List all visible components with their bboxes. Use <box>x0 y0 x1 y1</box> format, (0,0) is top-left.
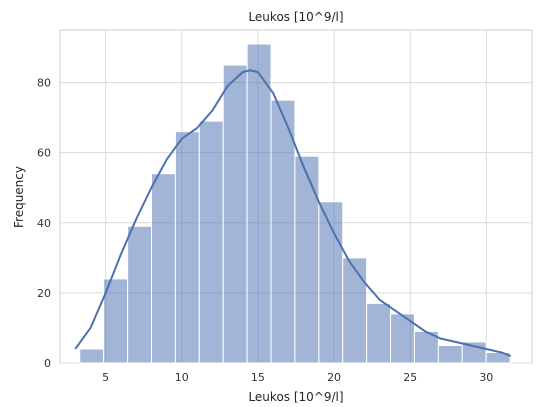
histogram-bar <box>198 120 224 364</box>
histogram-bar <box>270 99 296 364</box>
x-tick-label: 20 <box>327 371 341 384</box>
x-tick-label: 10 <box>175 371 189 384</box>
kde-line <box>74 69 512 357</box>
histogram-bar <box>437 344 463 364</box>
chart-title: Leukos [10^9/l] <box>248 10 343 24</box>
x-axis-label: Leukos [10^9/l] <box>248 390 343 404</box>
y-tick-label: 20 <box>37 287 51 300</box>
y-tick-label: 80 <box>37 77 51 90</box>
histogram-bar <box>79 348 105 364</box>
y-tick-label: 60 <box>37 147 51 160</box>
histogram-bar <box>294 155 320 364</box>
y-tick-label: 0 <box>44 357 51 370</box>
histogram-bar <box>174 131 200 364</box>
y-tick-label: 40 <box>37 217 51 230</box>
histogram-bar <box>151 173 176 364</box>
histogram-bar <box>127 225 153 364</box>
x-tick-label: 5 <box>102 371 109 384</box>
bars <box>79 43 511 364</box>
x-tick-label: 30 <box>479 371 493 384</box>
histogram-bar <box>342 257 368 364</box>
x-tick-label: 25 <box>403 371 417 384</box>
histogram-bar <box>222 64 248 364</box>
histogram-bar <box>366 302 392 364</box>
x-tick-label: 15 <box>251 371 265 384</box>
y-axis-label: Frequency <box>12 166 26 228</box>
histogram-bar <box>246 43 272 364</box>
x-tick-labels: 5 10 15 20 25 30 <box>102 371 493 384</box>
y-tick-labels: 0 20 40 60 80 <box>37 77 51 370</box>
